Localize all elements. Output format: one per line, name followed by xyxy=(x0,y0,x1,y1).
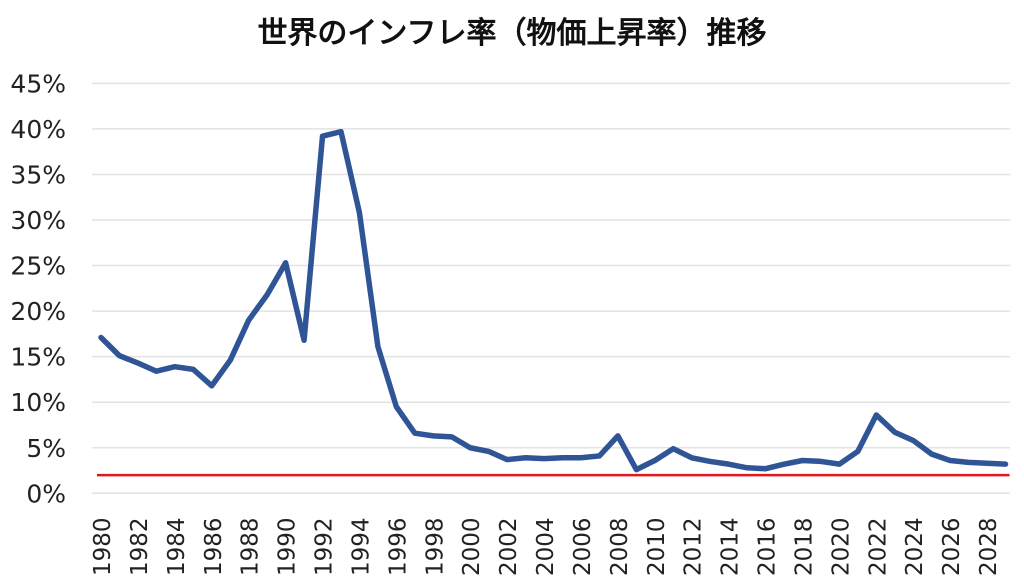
x-tick-label: 1998 xyxy=(422,517,448,576)
series-line xyxy=(98,128,1009,473)
y-tick-label: 10% xyxy=(10,388,66,417)
x-tick-label: 2000 xyxy=(459,517,485,576)
x-tick-label: 1980 xyxy=(90,517,116,576)
chart-title: 世界のインフレ率（物価上昇率）推移 xyxy=(257,16,767,51)
x-tick-label: 2012 xyxy=(681,517,707,576)
x-tick-label: 2026 xyxy=(939,517,965,576)
y-tick-label: 15% xyxy=(10,343,66,372)
y-tick-label: 45% xyxy=(10,69,66,98)
y-tick-label: 25% xyxy=(10,252,66,281)
x-tick-label: 2014 xyxy=(718,517,744,576)
x-tick-label: 1988 xyxy=(238,517,264,576)
x-tick-label: 2010 xyxy=(644,517,670,576)
y-tick-label: 35% xyxy=(10,160,66,189)
x-tick-label: 2024 xyxy=(902,517,928,576)
x-tick-label: 2018 xyxy=(791,517,817,576)
x-tick-label: 1984 xyxy=(164,517,190,576)
x-tick-label: 1992 xyxy=(312,517,338,576)
x-tick-label: 1996 xyxy=(385,517,411,576)
y-tick-label: 30% xyxy=(10,206,66,235)
x-tick-label: 2028 xyxy=(976,517,1002,576)
x-tick-label: 2022 xyxy=(865,517,891,576)
x-tick-label: 1990 xyxy=(275,517,301,576)
x-tick-label: 2004 xyxy=(533,517,559,576)
y-tick-label: 20% xyxy=(10,297,66,326)
x-tick-label: 2006 xyxy=(570,517,596,576)
x-tick-label: 2020 xyxy=(828,517,854,576)
y-tick-label: 5% xyxy=(26,434,66,463)
x-tick-label: 2002 xyxy=(496,517,522,576)
x-tick-label: 1982 xyxy=(127,517,153,576)
y-tick-label: 0% xyxy=(26,479,66,508)
x-tick-label: 2016 xyxy=(755,517,781,576)
x-tick-label: 2008 xyxy=(607,517,633,576)
x-tick-label: 1994 xyxy=(348,517,374,576)
y-tick-label: 40% xyxy=(10,115,66,144)
x-tick-label: 1986 xyxy=(201,517,227,576)
